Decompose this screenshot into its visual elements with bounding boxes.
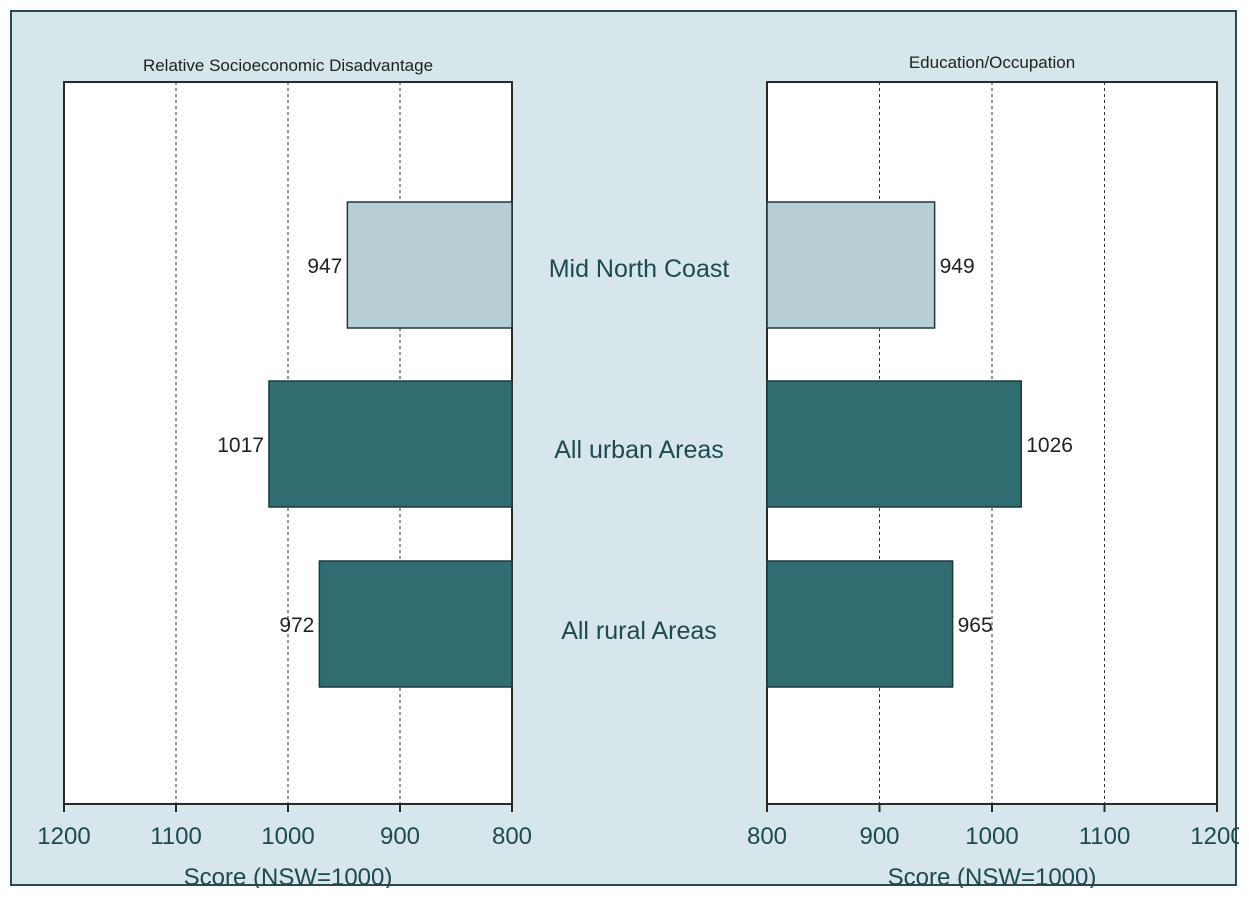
right-tick-label-1100: 1100 (1079, 823, 1131, 850)
right-value-label-mid-north-coast: 949 (940, 255, 975, 278)
left-value-label-all-rural-areas: 972 (279, 614, 314, 637)
left-tick-label-900: 900 (380, 823, 420, 850)
right-bar-all-urban-areas (766, 380, 1022, 508)
right-x-axis-label: Score (NSW=1000) (888, 864, 1097, 888)
chart-svg: Relative Socioeconomic Disadvantage Educ… (37, 53, 1239, 888)
left-tick-label-800: 800 (492, 823, 532, 850)
left-panel-title: Relative Socioeconomic Disadvantage (143, 56, 433, 75)
right-panel-title: Education/Occupation (909, 53, 1075, 72)
right-value-label-all-urban-areas: 1026 (1026, 434, 1073, 457)
right-tick-label-1000: 1000 (965, 823, 1018, 850)
left-tick-label-1100: 1100 (150, 823, 202, 850)
right-tick-label-900: 900 (859, 823, 899, 850)
left-value-label-mid-north-coast: 947 (307, 255, 342, 278)
left-bar-all-urban-areas (268, 380, 513, 508)
left-tick-label-1200: 1200 (37, 823, 90, 850)
right-tick-label-1200: 1200 (1190, 823, 1239, 850)
right-tick-label-800: 800 (747, 823, 787, 850)
right-bar-mid-north-coast (766, 201, 936, 329)
category-label-all-urban-areas: All urban Areas (554, 436, 724, 464)
category-label-mid-north-coast: Mid North Coast (549, 255, 730, 283)
right-value-label-all-rural-areas: 965 (958, 614, 993, 637)
left-value-label-all-urban-areas: 1017 (217, 434, 264, 457)
category-label-all-rural-areas: All rural Areas (561, 617, 717, 645)
chart-frame: Relative Socioeconomic Disadvantage Educ… (10, 10, 1239, 888)
left-bar-all-rural-areas (318, 560, 513, 688)
right-bar-all-rural-areas (766, 560, 954, 688)
left-tick-label-1000: 1000 (261, 823, 314, 850)
left-x-axis-label: Score (NSW=1000) (184, 864, 393, 888)
left-bar-mid-north-coast (346, 201, 513, 329)
